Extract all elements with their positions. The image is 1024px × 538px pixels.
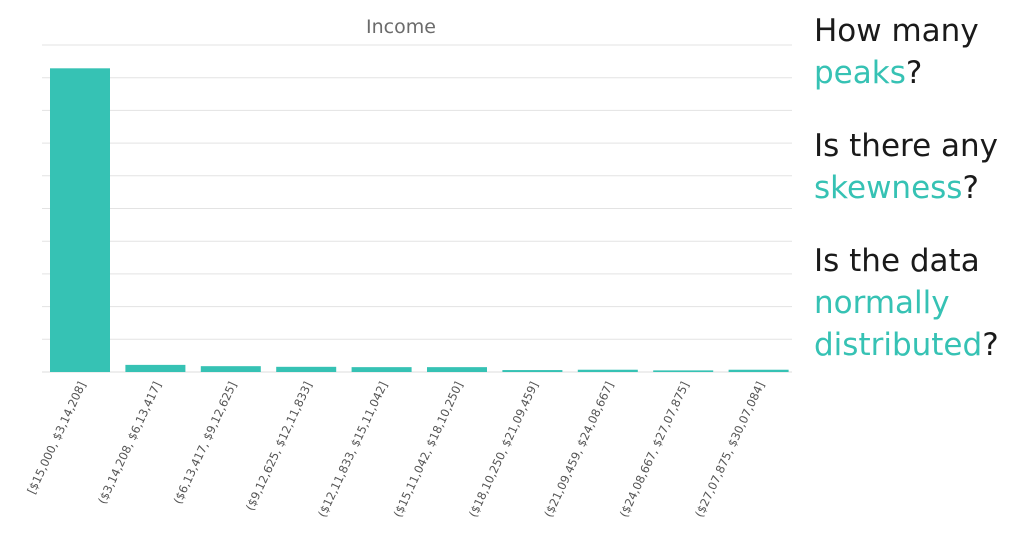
question-text: Is there any — [814, 128, 999, 164]
gridlines — [42, 44, 792, 373]
x-tick-label: ($6,13,417, $9,12,625] — [170, 379, 239, 506]
x-tick-label: ($18,10,250, $21,09,459] — [466, 379, 541, 519]
question-panel: How many peaks? Is there any skewness? I… — [814, 10, 1020, 397]
bar — [200, 366, 261, 372]
x-tick-label: ($3,14,208, $6,13,417] — [95, 379, 164, 506]
bars — [50, 68, 789, 373]
question-keyword: skewness — [814, 170, 963, 206]
question-mark: ? — [905, 55, 923, 91]
x-tick-label: ($27,07,875, $30,07,084] — [692, 379, 767, 519]
bar — [125, 364, 186, 372]
bar — [50, 68, 110, 373]
income-histogram: Income [$15,000, $3,14,208] ($3,14,208, $… — [24, 16, 792, 519]
x-tick-label: [$15,000, $3,14,208] — [24, 379, 88, 496]
bar — [728, 369, 789, 372]
chart-title: Income — [366, 16, 436, 38]
bar — [276, 366, 337, 372]
bar — [351, 367, 412, 372]
x-tick-label: ($21,09,459, $24,08,667] — [541, 379, 616, 519]
question-text: Is the data — [814, 243, 980, 279]
question-peaks: How many peaks? — [814, 10, 1020, 94]
question-mark: ? — [962, 170, 979, 206]
bar — [577, 369, 638, 372]
x-tick-label: ($15,11,042, $18,10,250] — [390, 379, 465, 519]
bar — [502, 370, 563, 372]
x-tick-label: ($24,08,667, $27,07,875] — [617, 379, 692, 519]
question-skewness: Is there any skewness? — [814, 125, 1020, 209]
x-tick-label: ($9,12,625, $12,11,833] — [243, 379, 315, 512]
question-keyword: normally distributed — [814, 285, 983, 363]
question-normality: Is the data normally distributed? — [814, 240, 1020, 366]
x-tick-label: ($12,11,833, $15,11,042] — [315, 379, 390, 519]
question-keyword: peaks — [814, 55, 906, 91]
bar — [653, 370, 714, 372]
question-text: How many — [814, 13, 979, 49]
x-tick-labels: [$15,000, $3,14,208] ($3,14,208, $6,13,41… — [24, 379, 767, 519]
question-mark: ? — [982, 327, 999, 363]
bar — [427, 367, 487, 372]
